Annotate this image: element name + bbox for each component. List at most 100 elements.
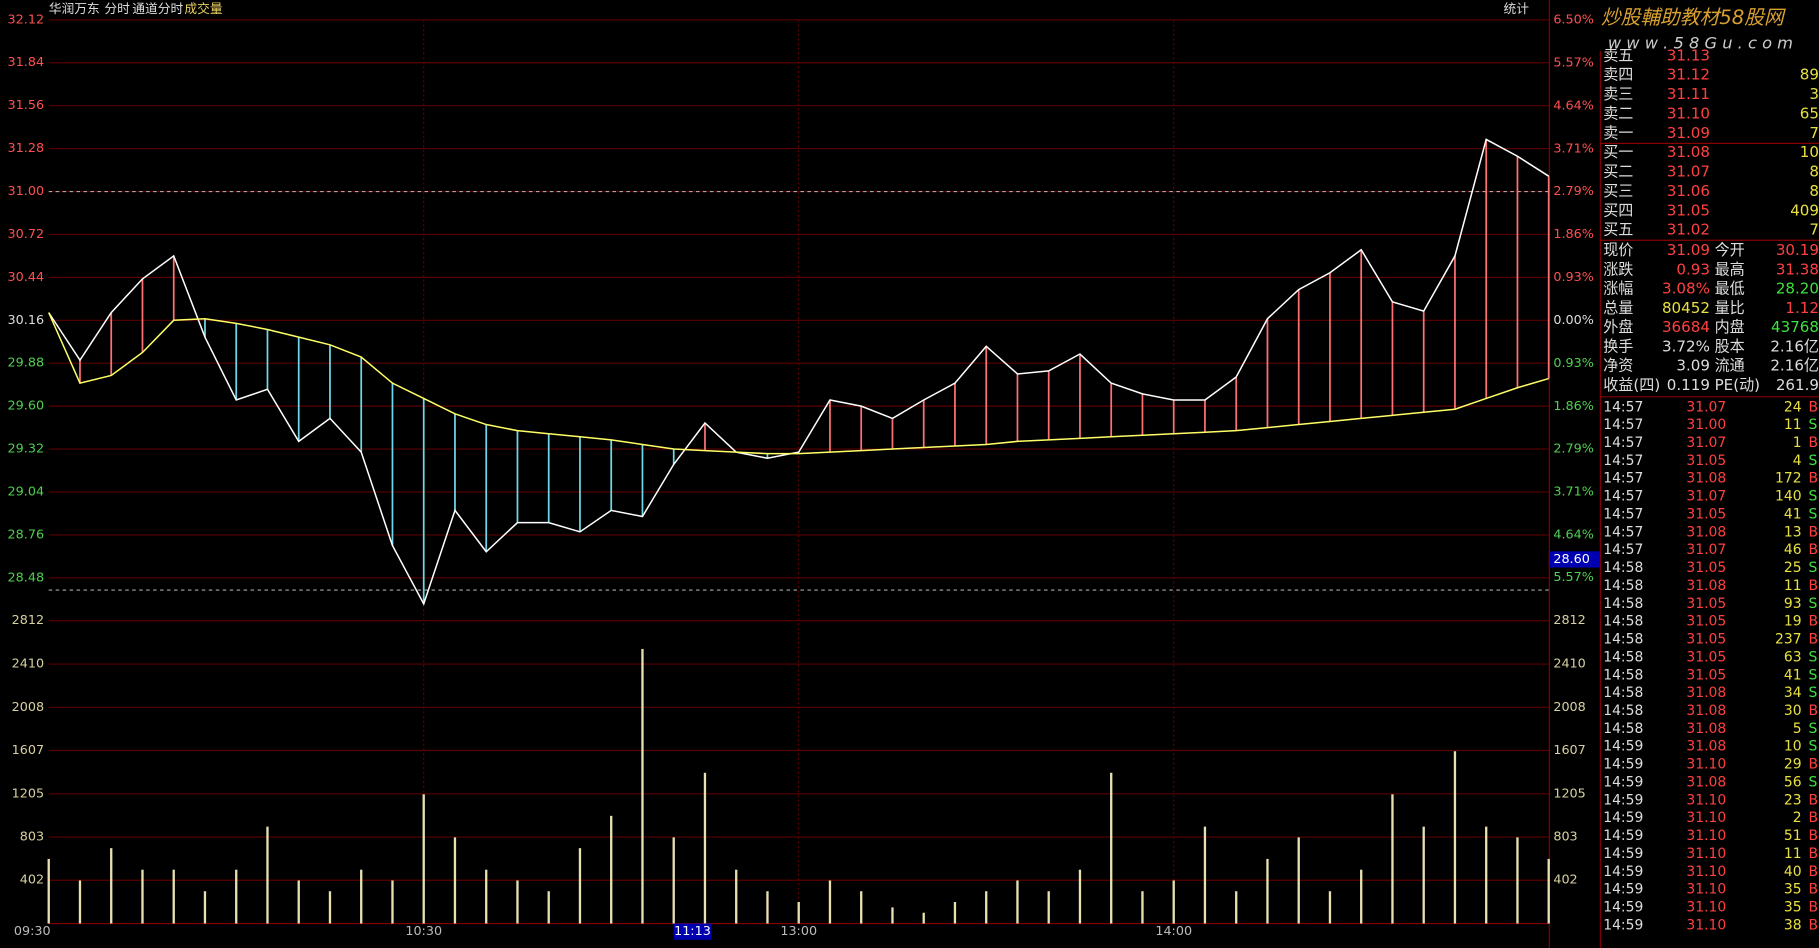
- tick-price: 31.10: [1686, 917, 1726, 933]
- volume-bar: [235, 869, 238, 924]
- volume-bar: [985, 891, 988, 924]
- tick-volume: 38: [1784, 917, 1802, 933]
- tick-time: 14:58: [1603, 578, 1643, 594]
- book-volume: 65: [1800, 104, 1819, 122]
- book-price: 31.08: [1667, 143, 1710, 161]
- tick-time: 14:58: [1603, 721, 1643, 737]
- tick-price: 31.00: [1686, 417, 1726, 433]
- tick-price: 31.10: [1686, 846, 1726, 862]
- y2-tick-label: 5.57%: [1553, 55, 1594, 70]
- tick-price: 31.05: [1686, 632, 1726, 648]
- y-tick-label: 29.32: [8, 442, 45, 457]
- stat-value: 30.19: [1776, 241, 1819, 259]
- stat-button[interactable]: 统计: [1503, 2, 1529, 17]
- tick-volume: 172: [1775, 471, 1802, 487]
- tick-volume: 41: [1784, 506, 1802, 522]
- book-price: 31.10: [1667, 104, 1710, 122]
- volume-bar: [766, 891, 769, 924]
- tick-volume: 25: [1784, 560, 1802, 576]
- volume-bar: [1360, 869, 1363, 924]
- tick-side: S: [1809, 417, 1818, 433]
- tick-price: 31.07: [1686, 542, 1726, 558]
- tick-side: B: [1809, 471, 1819, 487]
- book-volume: 409: [1790, 201, 1819, 219]
- x-tick-label: 10:30: [405, 924, 442, 939]
- stat-value: 28.20: [1776, 280, 1819, 298]
- tick-time: 14:58: [1603, 649, 1643, 665]
- tick-side: B: [1809, 864, 1819, 880]
- tick-price: 31.05: [1686, 596, 1726, 612]
- tick-price: 31.10: [1686, 900, 1726, 916]
- book-price: 31.05: [1667, 201, 1710, 219]
- volume-bar: [1016, 880, 1019, 924]
- tick-time: 14:59: [1603, 882, 1643, 898]
- volume-bar: [860, 891, 863, 924]
- tick-volume: 35: [1784, 882, 1802, 898]
- tick-time: 14:59: [1603, 900, 1643, 916]
- tick-side: B: [1809, 900, 1819, 916]
- volume-bar: [453, 837, 457, 924]
- tick-volume: 41: [1784, 667, 1802, 683]
- tick-price: 31.05: [1686, 453, 1726, 469]
- y2-tick-label: 4.64%: [1553, 98, 1594, 113]
- tick-price: 31.07: [1686, 435, 1726, 451]
- volume-bar: [1266, 858, 1269, 924]
- tab[interactable]: 通道分时: [132, 2, 183, 17]
- tick-price: 31.10: [1686, 828, 1726, 844]
- tick-volume: 1: [1793, 435, 1802, 451]
- price-line: [48, 138, 1550, 606]
- tick-volume: 13: [1784, 524, 1802, 540]
- y-tick-label: 29.60: [8, 399, 45, 414]
- tick-time: 14:57: [1603, 489, 1643, 505]
- divider: [1599, 51, 1601, 948]
- tick-volume: 30: [1784, 703, 1802, 719]
- y-tick-label: 28.48: [8, 570, 45, 585]
- volume-bar: [78, 880, 82, 924]
- y-tick-label: 31.28: [8, 141, 45, 156]
- tick-volume: 11: [1784, 417, 1802, 433]
- tick-price: 31.10: [1686, 864, 1726, 880]
- stat-label: 最高: [1715, 260, 1745, 278]
- book-label: 买二: [1603, 163, 1633, 181]
- stat-label: 净资: [1603, 357, 1633, 375]
- book-volume: 7: [1809, 124, 1819, 142]
- book-price: 31.06: [1667, 182, 1710, 200]
- tick-time: 14:57: [1603, 524, 1643, 540]
- tick-volume: 35: [1784, 900, 1802, 916]
- x-tick-label: 13:00: [780, 924, 817, 939]
- book-price: 31.11: [1667, 85, 1710, 103]
- tick-side: S: [1809, 685, 1818, 701]
- y2-tick-label: 4.64%: [1553, 527, 1594, 542]
- y-tick-label: 2812: [1553, 613, 1585, 628]
- tick-price: 31.07: [1686, 489, 1726, 505]
- cursor-x-label: 11:13: [674, 924, 711, 939]
- tick-volume: 34: [1784, 685, 1802, 701]
- cursor-y-box: [1549, 551, 1600, 568]
- stat-value: 31.38: [1776, 260, 1819, 278]
- tick-price: 31.10: [1686, 792, 1726, 808]
- tick-side: B: [1809, 542, 1819, 558]
- stat-label: 今开: [1715, 241, 1745, 259]
- y-tick-label: 2410: [1553, 657, 1585, 672]
- stat-value: 2.16亿: [1770, 337, 1819, 355]
- cursor-x-box: [673, 923, 712, 940]
- tick-price: 31.08: [1686, 703, 1726, 719]
- volume-bar: [1047, 891, 1050, 924]
- volume-bar: [672, 837, 675, 924]
- tab[interactable]: 成交量: [184, 1, 222, 17]
- volume-bar: [360, 869, 363, 924]
- tick-price: 31.10: [1686, 757, 1726, 773]
- y2-tick-label: 6.50%: [1553, 12, 1594, 27]
- y-tick-label: 32.12: [8, 12, 45, 27]
- book-volume: 8: [1809, 163, 1819, 181]
- volume-bar: [1547, 858, 1550, 924]
- book-label: 卖三: [1603, 85, 1633, 103]
- volume-bar: [516, 880, 519, 924]
- volume-bar: [391, 880, 394, 924]
- tick-side: S: [1809, 649, 1818, 665]
- tick-price: 31.08: [1686, 471, 1726, 487]
- stat-label: 股本: [1715, 337, 1745, 355]
- tab[interactable]: 分时: [104, 2, 130, 17]
- volume-bar: [1141, 891, 1144, 924]
- volume-bar: [1516, 837, 1519, 924]
